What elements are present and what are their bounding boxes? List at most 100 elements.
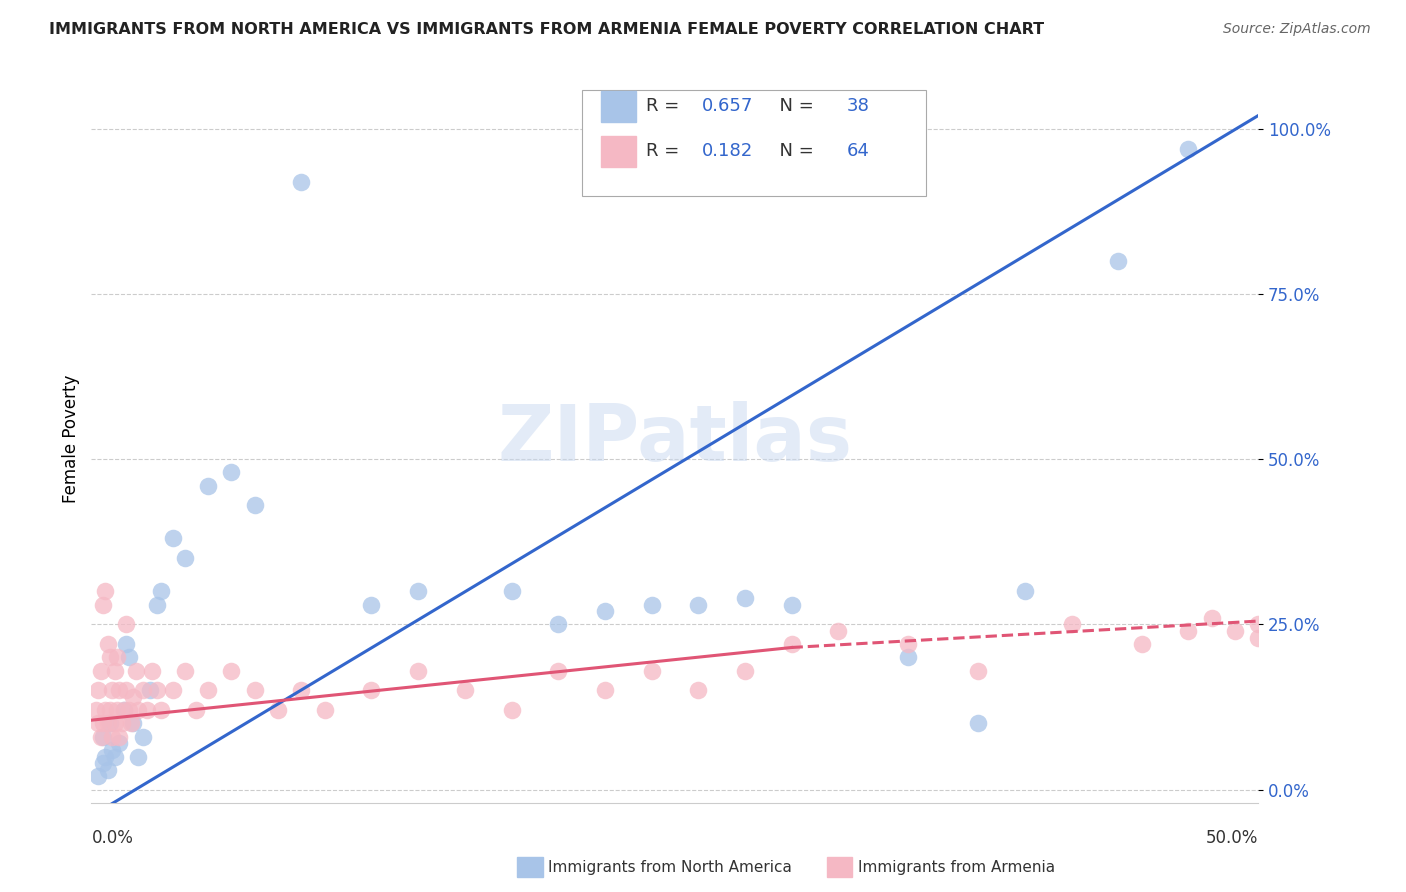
- Bar: [602, 91, 637, 121]
- Point: [221, 664, 243, 678]
- Point: [132, 730, 155, 744]
- Point: [173, 551, 195, 566]
- Point: [145, 683, 167, 698]
- Y-axis label: Female Poverty: Female Poverty: [62, 376, 80, 503]
- Bar: [602, 136, 637, 167]
- Point: [104, 664, 127, 678]
- Text: 0.182: 0.182: [702, 143, 754, 161]
- Point: [780, 637, 803, 651]
- Point: [221, 466, 243, 480]
- Point: [127, 749, 149, 764]
- Text: 0.657: 0.657: [702, 97, 754, 115]
- Point: [267, 703, 290, 717]
- Point: [150, 703, 173, 717]
- Point: [688, 683, 710, 698]
- Point: [94, 584, 117, 599]
- Point: [640, 664, 662, 678]
- Point: [547, 617, 569, 632]
- Point: [87, 716, 110, 731]
- Text: 64: 64: [846, 143, 869, 161]
- Text: 38: 38: [846, 97, 869, 115]
- Point: [897, 650, 920, 665]
- Point: [125, 664, 148, 678]
- Point: [112, 703, 135, 717]
- Point: [314, 703, 336, 717]
- Point: [97, 637, 120, 651]
- Point: [1060, 617, 1083, 632]
- Point: [104, 716, 127, 731]
- Point: [122, 690, 145, 704]
- Point: [115, 683, 138, 698]
- Point: [593, 683, 616, 698]
- FancyBboxPatch shape: [582, 90, 925, 195]
- Point: [406, 584, 429, 599]
- Point: [593, 604, 616, 618]
- Point: [454, 683, 477, 698]
- Text: 50.0%: 50.0%: [1206, 829, 1258, 847]
- Point: [108, 730, 131, 744]
- Point: [688, 598, 710, 612]
- Point: [90, 664, 112, 678]
- Point: [101, 683, 124, 698]
- Point: [97, 716, 120, 731]
- Point: [84, 703, 107, 717]
- Point: [197, 683, 219, 698]
- Point: [547, 664, 569, 678]
- Point: [734, 591, 756, 605]
- Point: [360, 598, 382, 612]
- Point: [406, 664, 429, 678]
- Text: N =: N =: [768, 97, 820, 115]
- Point: [967, 716, 990, 731]
- Point: [138, 683, 162, 698]
- Point: [243, 499, 266, 513]
- Point: [115, 637, 138, 651]
- Point: [145, 598, 167, 612]
- Text: Immigrants from Armenia: Immigrants from Armenia: [858, 860, 1054, 874]
- Point: [1201, 611, 1223, 625]
- Point: [108, 683, 131, 698]
- Point: [640, 598, 662, 612]
- Point: [108, 736, 131, 750]
- Text: N =: N =: [768, 143, 820, 161]
- Point: [118, 703, 141, 717]
- Point: [780, 598, 803, 612]
- Point: [98, 650, 121, 665]
- Point: [120, 716, 142, 731]
- Point: [115, 617, 138, 632]
- Point: [118, 650, 141, 665]
- Point: [112, 703, 135, 717]
- Point: [101, 743, 124, 757]
- Point: [91, 756, 114, 771]
- Point: [97, 763, 120, 777]
- Point: [90, 730, 112, 744]
- Text: Immigrants from North America: Immigrants from North America: [548, 860, 792, 874]
- Point: [122, 716, 145, 731]
- Point: [87, 683, 110, 698]
- Point: [162, 532, 184, 546]
- Point: [98, 716, 121, 731]
- Point: [897, 637, 920, 651]
- Point: [94, 703, 117, 717]
- Point: [132, 683, 155, 698]
- Point: [150, 584, 173, 599]
- Point: [501, 584, 523, 599]
- Point: [1177, 142, 1199, 156]
- Point: [111, 716, 134, 731]
- Point: [290, 683, 312, 698]
- Point: [1223, 624, 1246, 638]
- Point: [197, 478, 219, 492]
- Point: [173, 664, 195, 678]
- Point: [1107, 253, 1129, 268]
- Point: [91, 730, 114, 744]
- Point: [967, 664, 990, 678]
- Point: [827, 624, 849, 638]
- Text: R =: R =: [645, 143, 685, 161]
- Point: [1130, 637, 1153, 651]
- Point: [141, 664, 163, 678]
- Text: IMMIGRANTS FROM NORTH AMERICA VS IMMIGRANTS FROM ARMENIA FEMALE POVERTY CORRELAT: IMMIGRANTS FROM NORTH AMERICA VS IMMIGRA…: [49, 22, 1045, 37]
- Point: [1177, 624, 1199, 638]
- Point: [98, 703, 121, 717]
- Point: [186, 703, 208, 717]
- Point: [94, 749, 117, 764]
- Point: [1014, 584, 1036, 599]
